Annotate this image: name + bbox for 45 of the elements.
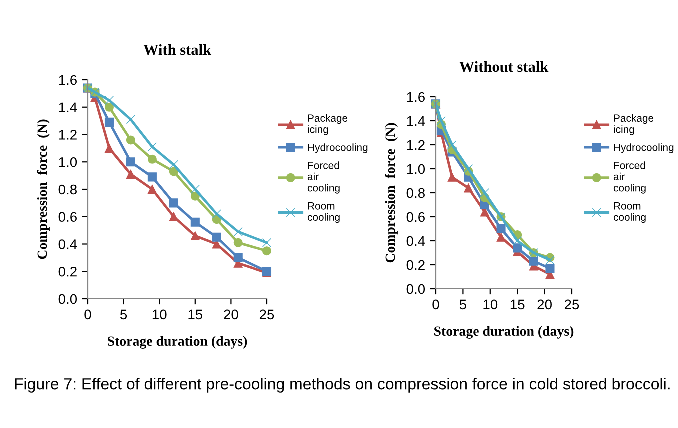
y-tick-label: 0.2 [406, 260, 425, 270]
y-tick-label: 0.8 [58, 184, 77, 195]
y-tick-label: 0.0 [58, 294, 78, 304]
y-tick-label: 1.4 [407, 116, 426, 126]
y-tick-label: 0.2 [58, 266, 77, 277]
legend-label: Package icing [308, 114, 348, 136]
y-tick-label: 0.8 [406, 188, 425, 198]
y-tick-label: 0.6 [406, 212, 425, 222]
x-tick-label: 20 [538, 300, 552, 310]
legend-label: Room cooling [614, 202, 646, 224]
x-tick-label: 0 [84, 310, 92, 320]
legend-label: Forced air cooling [614, 162, 646, 194]
x-tick-label: 15 [188, 310, 203, 320]
y-tick-label: 1.4 [59, 102, 78, 112]
y-tick-label: 0.6 [58, 212, 77, 222]
y-tick-label: 0.4 [58, 240, 78, 250]
y-tick-label: 1.2 [407, 140, 425, 150]
x-tick-label: 15 [510, 300, 525, 310]
x-axis-title: Storage duration (days) [108, 336, 248, 349]
legend-label: Room cooling [308, 202, 340, 224]
x-tick-label: 5 [460, 300, 466, 310]
x-tick-label: 5 [120, 310, 128, 320]
x-tick-label: 10 [484, 300, 498, 310]
x-axis-title: Storage duration (days) [434, 326, 574, 339]
y-tick-label: 1.6 [59, 75, 77, 86]
legend-label: Forced air cooling [308, 162, 340, 194]
y-axis-title: Compression force (N) [385, 123, 398, 263]
y-tick-label: 1.0 [59, 157, 78, 168]
y-tick-label: 1.0 [407, 164, 426, 174]
y-tick-label: 0.0 [406, 284, 426, 294]
x-tick-label: 0 [432, 300, 440, 310]
chart-title: With stalk [144, 44, 212, 56]
legend-label: Package icing [614, 114, 654, 136]
legend-label: Hydrocooling [308, 144, 368, 154]
x-tick-label: 20 [224, 310, 238, 320]
y-axis-title: Compression force (N) [37, 120, 50, 260]
caption: Figure 7: Effect of different pre-cooling methods on compression force in cold stored broccoli. [15, 378, 670, 393]
y-tick-label: 1.2 [59, 130, 77, 140]
x-tick-label: 10 [152, 310, 167, 320]
y-tick-label: 1.6 [407, 92, 425, 102]
chart-title: Without stalk [460, 61, 549, 72]
legend-label: Hydrocooling [614, 144, 674, 154]
x-tick-label: 25 [564, 300, 580, 310]
x-tick-label: 25 [260, 310, 274, 320]
y-tick-label: 0.4 [406, 236, 426, 246]
